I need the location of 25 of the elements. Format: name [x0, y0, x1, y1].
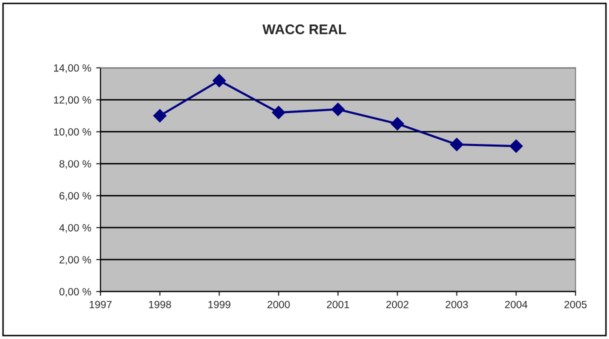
point: [450, 138, 464, 152]
point: [510, 140, 523, 153]
x-tick-label: 1999: [208, 300, 230, 308]
point: [331, 102, 345, 116]
y-tick-label: 8,00 %: [59, 160, 92, 169]
y-tick-label: 14,00 %: [54, 64, 92, 73]
x-tick-label: 2000: [268, 300, 290, 308]
x-tick-label: 1997: [90, 300, 112, 308]
point: [212, 74, 226, 88]
x-tick-label: 1998: [149, 300, 171, 308]
y-tick-label: 6,00 %: [60, 192, 92, 201]
y-tick-label: 0,00 %: [59, 288, 92, 297]
point: [390, 117, 404, 130]
y-tick-label: 2,00 %: [60, 256, 92, 265]
point: [153, 109, 166, 122]
x-tick-label: 2004: [505, 300, 528, 308]
point: [272, 106, 286, 120]
chart-title: WACC REAL: [262, 24, 346, 34]
y-tick-label: 10,00 %: [54, 128, 92, 137]
y-tick-label: 12,00 %: [54, 96, 92, 105]
x-tick-label: 2001: [326, 300, 350, 308]
x-tick-label: 2003: [446, 300, 468, 308]
x-tick-label: 2005: [564, 300, 587, 308]
y-tick-label: 4,00 %: [59, 224, 92, 233]
x-tick-label: 2002: [386, 300, 408, 308]
